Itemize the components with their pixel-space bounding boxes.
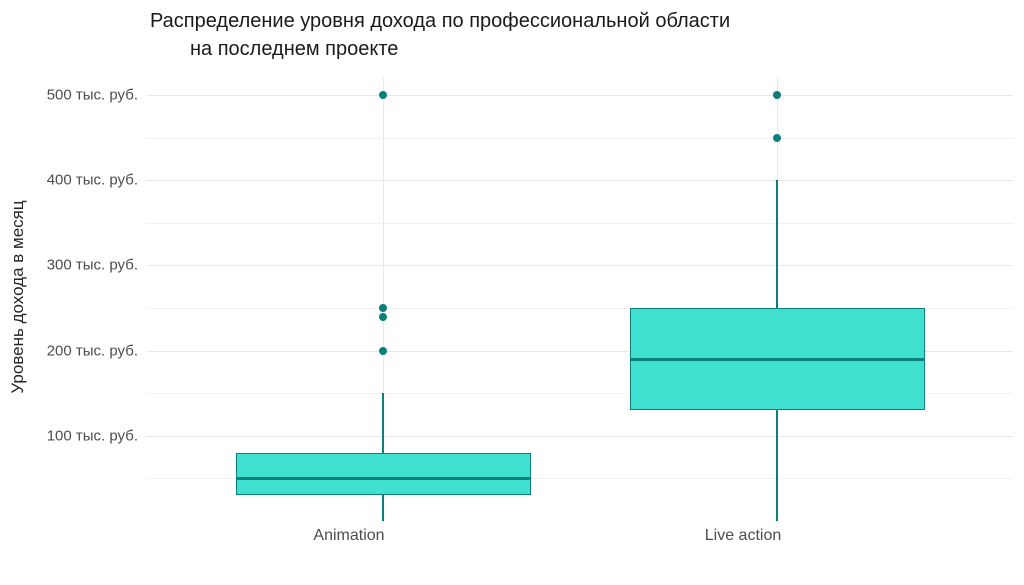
gridline-minor bbox=[146, 308, 1013, 309]
box-iqr bbox=[235, 452, 531, 496]
gridline-vertical bbox=[383, 77, 384, 523]
gridline-minor bbox=[146, 222, 1013, 224]
x-axis-category-label: Animation bbox=[313, 527, 385, 544]
outlier-dot bbox=[773, 133, 781, 142]
gridline-minor bbox=[146, 137, 1013, 139]
gridline-major bbox=[146, 180, 1013, 182]
lower-whisker bbox=[382, 495, 384, 521]
y-tick-label: 300 тыс. руб. bbox=[46, 256, 138, 274]
y-tick-label: 500 тыс. руб. bbox=[46, 86, 138, 104]
gridline-minor bbox=[146, 478, 1013, 480]
gridline-major bbox=[146, 95, 1013, 96]
outlier-dot bbox=[379, 312, 387, 321]
y-tick-label: 100 тыс. руб. bbox=[46, 427, 138, 445]
gridline-major bbox=[146, 265, 1013, 267]
y-axis-title: Уровень дохода в месяц bbox=[8, 200, 27, 394]
outlier-dot bbox=[773, 91, 781, 99]
gridline-major bbox=[146, 350, 1013, 352]
upper-whisker bbox=[776, 180, 778, 308]
gridline-major bbox=[146, 435, 1013, 437]
y-tick-label: 200 тыс. руб. bbox=[46, 342, 138, 360]
outlier-dot bbox=[379, 346, 387, 355]
chart-title-line2: на последнем проекте bbox=[190, 38, 399, 60]
chart-title-line1: Распределение уровня дохода по профессио… bbox=[150, 10, 731, 32]
median-line bbox=[629, 357, 925, 361]
outlier-dot bbox=[379, 304, 387, 312]
upper-whisker bbox=[382, 393, 384, 453]
outlier-dot bbox=[379, 91, 387, 99]
gridline-minor bbox=[146, 393, 1013, 395]
y-tick-label: 400 тыс. руб. bbox=[46, 171, 138, 189]
median-line bbox=[235, 476, 531, 480]
x-axis-category-label: Live action bbox=[704, 527, 782, 544]
lower-whisker bbox=[776, 410, 778, 521]
